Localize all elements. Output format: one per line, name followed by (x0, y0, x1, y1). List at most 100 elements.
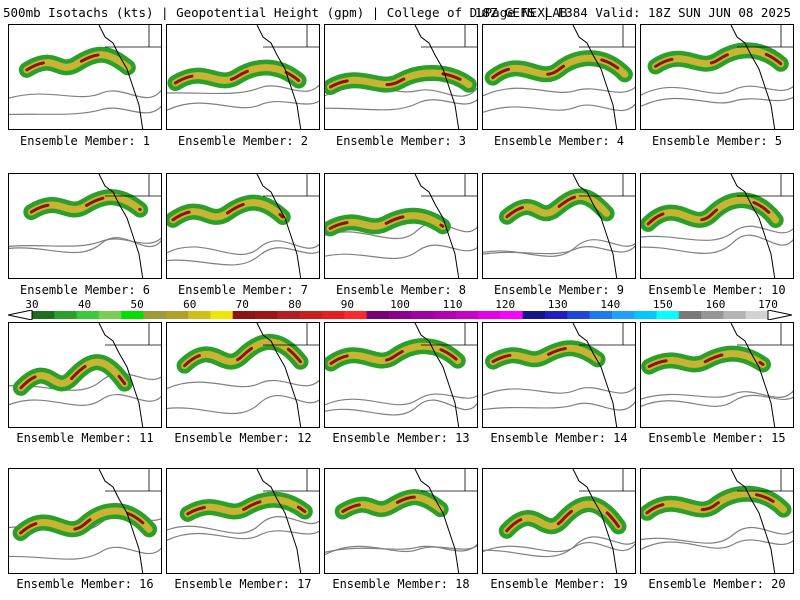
ensemble-member-map (166, 468, 320, 574)
isotach-height-plot (325, 174, 477, 278)
colorbar-swatch (232, 311, 256, 319)
coastline (414, 323, 460, 427)
isotach-height-plot (641, 469, 793, 573)
height-contour (9, 394, 161, 406)
ensemble-member-label: Ensemble Member: 10 (648, 283, 786, 297)
colorbar-swatches (8, 310, 792, 320)
height-contour (9, 237, 161, 254)
colorbar-swatch (723, 311, 747, 319)
isotach-height-plot (167, 469, 319, 573)
colorbar-swatch (366, 311, 390, 319)
colorbar-tick-label: 50 (130, 298, 144, 311)
height-contour (483, 239, 635, 257)
isotach-height-plot (9, 323, 161, 427)
height-contour (641, 96, 793, 107)
height-contour (641, 539, 793, 550)
colorbar-tick-label: 30 (25, 298, 39, 311)
height-contour (9, 237, 161, 247)
colorbar-swatch (165, 311, 189, 319)
height-contour (167, 240, 319, 256)
colorbar-swatch (299, 311, 323, 319)
coastline (572, 469, 618, 573)
ensemble-member-label: Ensemble Member: 3 (335, 134, 467, 148)
height-contour (641, 526, 793, 544)
height-contour (167, 84, 319, 95)
ensemble-member-map (324, 173, 478, 279)
ensemble-member-map (324, 468, 478, 574)
coastline (256, 469, 302, 573)
jet-streak-60kt (23, 51, 132, 74)
coastline (730, 174, 776, 278)
colorbar-swatch (567, 311, 591, 319)
colorbar-tick-label: 130 (547, 298, 568, 311)
colorbar-tick-label: 80 (288, 298, 302, 311)
ensemble-member-map (324, 322, 478, 428)
height-contour (325, 545, 477, 556)
ensemble-member-label: Ensemble Member: 17 (174, 577, 312, 591)
height-contour (641, 394, 793, 407)
height-contour (167, 516, 319, 534)
jet-core (647, 352, 765, 369)
colorbar-swatch (433, 311, 457, 319)
ensemble-member-label: Ensemble Member: 8 (335, 283, 467, 297)
ensemble-member-label: Ensemble Member: 18 (332, 577, 470, 591)
colorbar-tick-label: 120 (495, 298, 516, 311)
jet-core (645, 492, 786, 515)
ensemble-member-label: Ensemble Member: 2 (177, 134, 309, 148)
jet-core (328, 214, 445, 230)
height-contour (325, 393, 477, 406)
height-contour (641, 234, 793, 254)
height-contour (325, 98, 477, 111)
colorbar-swatch (544, 311, 568, 319)
coastline (414, 25, 460, 129)
height-contour (641, 85, 793, 96)
isotach-height-plot (483, 174, 635, 278)
ensemble-member-map (324, 24, 478, 130)
colorbar-swatch (121, 311, 145, 319)
height-contour (325, 399, 477, 416)
ensemble-member-map (640, 322, 794, 428)
coastline (256, 174, 302, 278)
isotach-height-plot (641, 174, 793, 278)
coastline (572, 25, 618, 129)
colorbar-tick-label: 100 (390, 298, 410, 311)
height-contour (483, 401, 635, 411)
coastline (730, 25, 776, 129)
ensemble-member-label: Ensemble Member: 5 (651, 134, 783, 148)
coastline (98, 25, 144, 129)
height-contour (483, 536, 635, 558)
height-contour (167, 247, 319, 266)
colorbar-swatch (277, 311, 301, 319)
colorbar-swatch (143, 311, 167, 319)
colorbar-swatch (656, 311, 680, 319)
ensemble-member-label: Ensemble Member: 19 (490, 577, 628, 591)
colorbar-swatch (701, 311, 724, 319)
ensemble-member-map (482, 24, 636, 130)
jet-streak-60kt (489, 344, 602, 366)
ensemble-member-label: Ensemble Member: 12 (174, 431, 312, 445)
ensemble-member-map (640, 24, 794, 130)
colorbar-swatch (98, 311, 122, 319)
colorbar-tick-label: 90 (340, 298, 355, 311)
isotach-height-plot (167, 174, 319, 278)
height-contour (641, 225, 793, 241)
coastline (98, 174, 144, 278)
colorbar-swatch (455, 311, 479, 319)
colorbar-tick-label: 160 (705, 298, 726, 311)
jet-core (29, 195, 142, 214)
height-contour (9, 89, 161, 99)
ensemble-member-map (8, 24, 162, 130)
colorbar-swatch (321, 311, 345, 319)
coastline (730, 323, 776, 427)
isotach-height-plot (483, 469, 635, 573)
ensemble-member-map (640, 468, 794, 574)
isotach-height-plot (9, 174, 161, 278)
colorbar-swatch (500, 311, 524, 319)
header-title: 500mb Isotachs (kts) | Geopotential Heig… (3, 5, 568, 20)
jet-core (505, 502, 620, 533)
height-contour (325, 543, 477, 553)
height-contour (483, 103, 635, 113)
height-contour (9, 105, 161, 116)
height-contour (9, 372, 161, 391)
colorbar-swatch (522, 311, 546, 319)
